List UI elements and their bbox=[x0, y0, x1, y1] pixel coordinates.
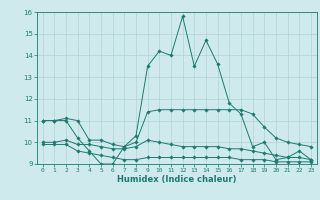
X-axis label: Humidex (Indice chaleur): Humidex (Indice chaleur) bbox=[117, 175, 236, 184]
